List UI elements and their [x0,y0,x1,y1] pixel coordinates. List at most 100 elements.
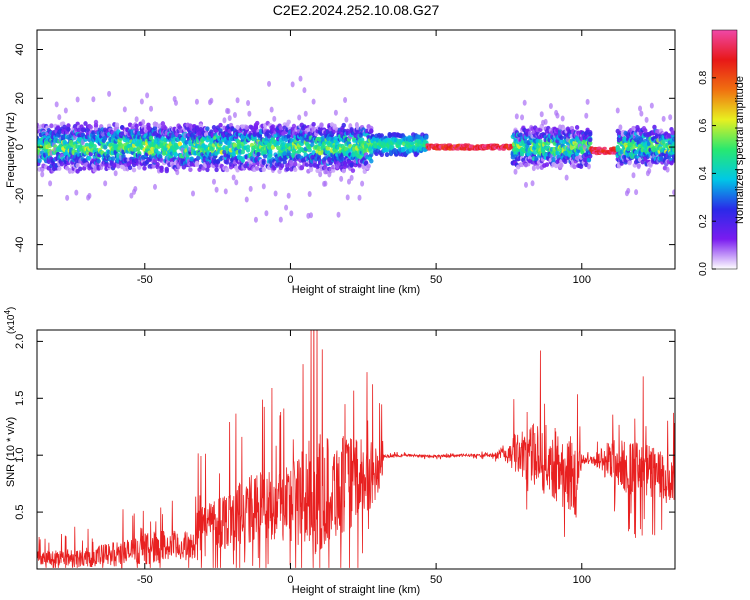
spectrogram-cell [284,204,289,211]
spectrogram-cell [631,172,636,179]
spectrogram-cell [286,134,291,139]
snr-y-multiplier: (x104) [3,307,17,334]
spectrogram-cell [253,124,259,130]
spectrogram-cell [308,162,314,168]
spectrogram-cell [59,161,65,167]
spectrogram-cell [83,121,88,126]
spectrogram-cell [74,189,79,196]
snr-series-line [37,330,675,569]
spectrogram-cell [584,112,589,119]
spectrogram-cell [134,157,139,163]
spectrogram-cell [151,163,156,169]
spectrogram-cell [333,109,338,116]
spectrogram-cell [177,141,183,147]
spectrogram-cell [194,98,199,105]
spectrogram-cell [209,97,214,104]
spectrogram-cell [234,179,239,186]
spectrogram-cell [649,102,654,109]
spectrogram-cell [154,148,159,153]
spectrogram-cell [560,115,565,122]
snr-x-tick-label: 100 [573,574,591,586]
spectrogram-cell [544,162,550,167]
spectrogram-cell [223,188,228,195]
spectrogram-cell [310,142,315,148]
spectrogram-cell [235,124,240,130]
spectrogram-cell [299,165,305,171]
spectrogram-cell [514,113,519,120]
spectrogram-cell [319,122,324,128]
snr-y-tick-label: 1.5 [14,391,26,406]
spectrogram-cell [244,125,249,130]
snr-y-tick-label: 0.5 [14,504,26,519]
spectrogram-cell [347,178,352,185]
spectrogram-cell [131,167,137,173]
spectrogram-cell [534,156,539,161]
spectrogram-cell [92,144,97,149]
snr-x-tick-label: -50 [137,574,153,586]
spectrogram-cell [272,115,277,122]
spectrogram-cell [63,107,68,114]
spectrogram-cell [264,210,269,217]
spectrogram-cell [341,168,346,174]
spectrogram-cell [127,165,133,171]
spectrogram-cell [276,145,281,151]
spectrogram-cell [268,153,273,158]
spectrogram-cell [264,137,269,142]
spectrogram-cell [224,167,230,173]
spectrogram-cell [278,216,283,223]
spectrogram-cell [668,114,673,121]
spectrogram-cell [341,122,346,128]
spectrogram-cell [286,192,291,199]
spectrogram-cell [240,149,246,155]
spectrogram-cell [148,135,154,141]
spectrogram-cell [307,147,312,153]
spectrogram-cell [116,163,121,169]
spectrogram-cell [276,140,281,146]
spectrogram-cell [256,151,261,157]
spectrogram-cell [267,80,272,87]
spectrogram-cell [113,170,118,177]
spectrogram-cell [290,81,295,88]
spectrogram-y-tick-label: -40 [14,237,26,253]
spectrogram-cell [88,124,93,130]
spectrogram-cell [538,138,543,144]
spectrogram-cell [76,127,82,133]
spectrogram-cell [198,123,204,129]
spectrogram-cell [353,133,358,139]
spectrogram-cell [357,194,362,201]
spectrogram-cell [262,153,268,159]
spectrogram-cell [226,108,231,115]
spectrogram-cell [522,99,527,106]
spectrogram-cell [336,211,341,218]
spectrogram-cell [293,167,298,173]
spectrogram-cell [409,140,415,146]
colorbar-tick-label: 0.6 [698,118,709,132]
spectrogram-cell [311,121,316,127]
spectrogram-cell [246,99,251,106]
spectrogram-cell [84,142,90,148]
spectrogram-cell [636,163,641,170]
spectrogram-cell [78,166,83,172]
spectrogram-cell [342,164,348,169]
colorbar-label: Normalized spectral amplitude [734,76,746,224]
spectrogram-cell [539,111,544,118]
spectrogram-cell [142,165,147,171]
spectrogram-cell [152,183,157,190]
spectrogram-cell [665,166,670,173]
snr-x-axis-label: Height of straight line (km) [292,584,420,596]
spectrogram-cell [40,171,45,178]
spectrogram-cell [159,168,164,173]
spectrogram-cell [297,114,302,121]
spectrogram-cell [384,152,390,158]
spectrogram-y-tick-label: 40 [14,43,26,55]
spectrogram-cell [555,150,560,156]
spectrogram-cell [670,130,675,136]
spectrogram-cell [163,126,168,131]
spectrogram-cell [289,210,294,217]
spectrogram-cell [232,111,237,118]
spectrogram-cell [286,119,291,125]
spectrogram-cell [88,151,93,157]
spectrogram-cell [224,146,230,152]
spectrogram-x-axis-label: Height of straight line (km) [292,284,420,296]
spectrogram-cell [54,101,59,108]
